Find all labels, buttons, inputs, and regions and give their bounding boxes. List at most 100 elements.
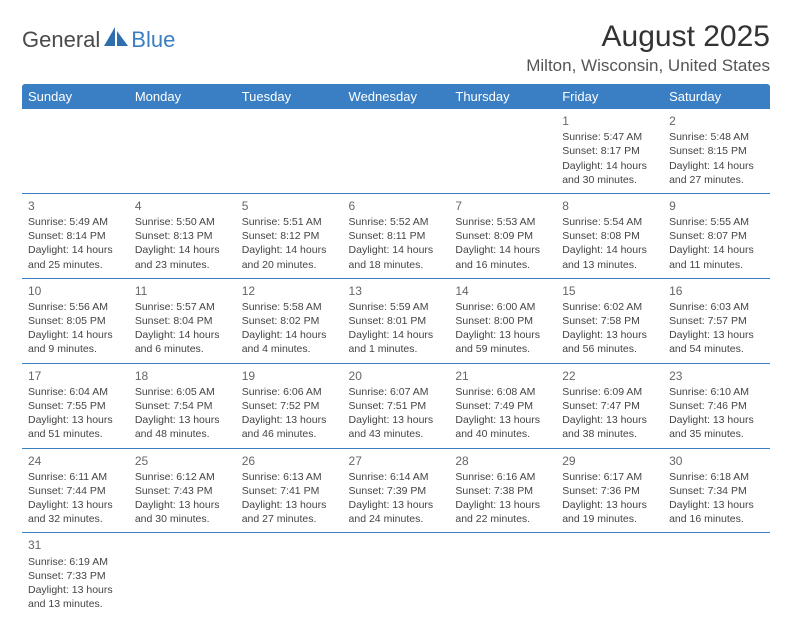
sunset-line: Sunset: 8:11 PM — [349, 229, 444, 243]
logo-text-blue: Blue — [131, 27, 175, 53]
sunset-line: Sunset: 8:02 PM — [242, 314, 337, 328]
day-number: 13 — [349, 283, 444, 299]
calendar-cell: 13Sunrise: 5:59 AMSunset: 8:01 PMDayligh… — [343, 278, 450, 363]
day-number: 19 — [242, 368, 337, 384]
sunrise-line: Sunrise: 5:57 AM — [135, 300, 230, 314]
sunrise-line: Sunrise: 5:59 AM — [349, 300, 444, 314]
daylight-line-2: and 16 minutes. — [669, 512, 764, 526]
header: General Blue August 2025 Milton, Wiscons… — [22, 20, 770, 76]
calendar-cell: 21Sunrise: 6:08 AMSunset: 7:49 PMDayligh… — [449, 363, 556, 448]
dayname-header: Sunday — [22, 84, 129, 109]
sunrise-line: Sunrise: 5:56 AM — [28, 300, 123, 314]
day-number: 10 — [28, 283, 123, 299]
sunset-line: Sunset: 8:09 PM — [455, 229, 550, 243]
calendar-cell: 27Sunrise: 6:14 AMSunset: 7:39 PMDayligh… — [343, 448, 450, 533]
daylight-line-1: Daylight: 13 hours — [242, 413, 337, 427]
calendar-cell — [343, 533, 450, 617]
sunrise-line: Sunrise: 6:16 AM — [455, 470, 550, 484]
calendar-cell — [556, 533, 663, 617]
daylight-line-1: Daylight: 14 hours — [242, 243, 337, 257]
daylight-line-2: and 30 minutes. — [562, 173, 657, 187]
daylight-line-1: Daylight: 13 hours — [562, 328, 657, 342]
sunset-line: Sunset: 8:17 PM — [562, 144, 657, 158]
calendar-cell — [129, 109, 236, 193]
sunset-line: Sunset: 7:46 PM — [669, 399, 764, 413]
calendar-cell — [129, 533, 236, 617]
calendar-table: SundayMondayTuesdayWednesdayThursdayFrid… — [22, 84, 770, 617]
daylight-line-2: and 27 minutes. — [669, 173, 764, 187]
day-number: 16 — [669, 283, 764, 299]
calendar-cell — [343, 109, 450, 193]
sunset-line: Sunset: 7:36 PM — [562, 484, 657, 498]
calendar-cell — [22, 109, 129, 193]
calendar-cell: 29Sunrise: 6:17 AMSunset: 7:36 PMDayligh… — [556, 448, 663, 533]
calendar-row: 17Sunrise: 6:04 AMSunset: 7:55 PMDayligh… — [22, 363, 770, 448]
calendar-cell: 15Sunrise: 6:02 AMSunset: 7:58 PMDayligh… — [556, 278, 663, 363]
daylight-line-2: and 48 minutes. — [135, 427, 230, 441]
daylight-line-1: Daylight: 13 hours — [669, 328, 764, 342]
day-number: 21 — [455, 368, 550, 384]
sunrise-line: Sunrise: 6:00 AM — [455, 300, 550, 314]
dayname-header: Monday — [129, 84, 236, 109]
daylight-line-2: and 46 minutes. — [242, 427, 337, 441]
calendar-cell: 23Sunrise: 6:10 AMSunset: 7:46 PMDayligh… — [663, 363, 770, 448]
sunset-line: Sunset: 7:57 PM — [669, 314, 764, 328]
daylight-line-1: Daylight: 14 hours — [669, 243, 764, 257]
daylight-line-1: Daylight: 14 hours — [455, 243, 550, 257]
sunset-line: Sunset: 8:12 PM — [242, 229, 337, 243]
day-number: 17 — [28, 368, 123, 384]
calendar-cell: 18Sunrise: 6:05 AMSunset: 7:54 PMDayligh… — [129, 363, 236, 448]
calendar-cell — [663, 533, 770, 617]
calendar-cell: 30Sunrise: 6:18 AMSunset: 7:34 PMDayligh… — [663, 448, 770, 533]
daylight-line-2: and 51 minutes. — [28, 427, 123, 441]
calendar-header-row: SundayMondayTuesdayWednesdayThursdayFrid… — [22, 84, 770, 109]
daylight-line-2: and 13 minutes. — [562, 258, 657, 272]
sunrise-line: Sunrise: 6:06 AM — [242, 385, 337, 399]
daylight-line-1: Daylight: 14 hours — [28, 243, 123, 257]
calendar-cell: 17Sunrise: 6:04 AMSunset: 7:55 PMDayligh… — [22, 363, 129, 448]
calendar-cell: 12Sunrise: 5:58 AMSunset: 8:02 PMDayligh… — [236, 278, 343, 363]
sunrise-line: Sunrise: 5:47 AM — [562, 130, 657, 144]
daylight-line-1: Daylight: 14 hours — [349, 328, 444, 342]
sunset-line: Sunset: 7:43 PM — [135, 484, 230, 498]
title-block: August 2025 Milton, Wisconsin, United St… — [526, 20, 770, 76]
sunrise-line: Sunrise: 6:12 AM — [135, 470, 230, 484]
sunset-line: Sunset: 7:49 PM — [455, 399, 550, 413]
dayname-header: Thursday — [449, 84, 556, 109]
calendar-cell: 14Sunrise: 6:00 AMSunset: 8:00 PMDayligh… — [449, 278, 556, 363]
sunrise-line: Sunrise: 6:07 AM — [349, 385, 444, 399]
sunrise-line: Sunrise: 5:53 AM — [455, 215, 550, 229]
calendar-cell: 3Sunrise: 5:49 AMSunset: 8:14 PMDaylight… — [22, 193, 129, 278]
daylight-line-2: and 23 minutes. — [135, 258, 230, 272]
daylight-line-1: Daylight: 13 hours — [669, 498, 764, 512]
sunrise-line: Sunrise: 6:14 AM — [349, 470, 444, 484]
day-number: 11 — [135, 283, 230, 299]
sunset-line: Sunset: 7:39 PM — [349, 484, 444, 498]
daylight-line-2: and 20 minutes. — [242, 258, 337, 272]
daylight-line-1: Daylight: 13 hours — [669, 413, 764, 427]
logo-text-general: General — [22, 27, 100, 53]
sunrise-line: Sunrise: 5:55 AM — [669, 215, 764, 229]
sunset-line: Sunset: 7:38 PM — [455, 484, 550, 498]
daylight-line-1: Daylight: 14 hours — [28, 328, 123, 342]
calendar-row: 10Sunrise: 5:56 AMSunset: 8:05 PMDayligh… — [22, 278, 770, 363]
calendar-cell: 25Sunrise: 6:12 AMSunset: 7:43 PMDayligh… — [129, 448, 236, 533]
daylight-line-1: Daylight: 13 hours — [349, 413, 444, 427]
sunrise-line: Sunrise: 5:50 AM — [135, 215, 230, 229]
day-number: 3 — [28, 198, 123, 214]
day-number: 24 — [28, 453, 123, 469]
sunrise-line: Sunrise: 6:03 AM — [669, 300, 764, 314]
calendar-cell: 28Sunrise: 6:16 AMSunset: 7:38 PMDayligh… — [449, 448, 556, 533]
day-number: 28 — [455, 453, 550, 469]
sunset-line: Sunset: 7:55 PM — [28, 399, 123, 413]
day-number: 31 — [28, 537, 123, 553]
calendar-row: 31Sunrise: 6:19 AMSunset: 7:33 PMDayligh… — [22, 533, 770, 617]
sunset-line: Sunset: 8:14 PM — [28, 229, 123, 243]
daylight-line-2: and 30 minutes. — [135, 512, 230, 526]
day-number: 4 — [135, 198, 230, 214]
dayname-header: Saturday — [663, 84, 770, 109]
calendar-row: 3Sunrise: 5:49 AMSunset: 8:14 PMDaylight… — [22, 193, 770, 278]
logo: General Blue — [22, 26, 175, 53]
sunset-line: Sunset: 7:51 PM — [349, 399, 444, 413]
sunrise-line: Sunrise: 5:48 AM — [669, 130, 764, 144]
